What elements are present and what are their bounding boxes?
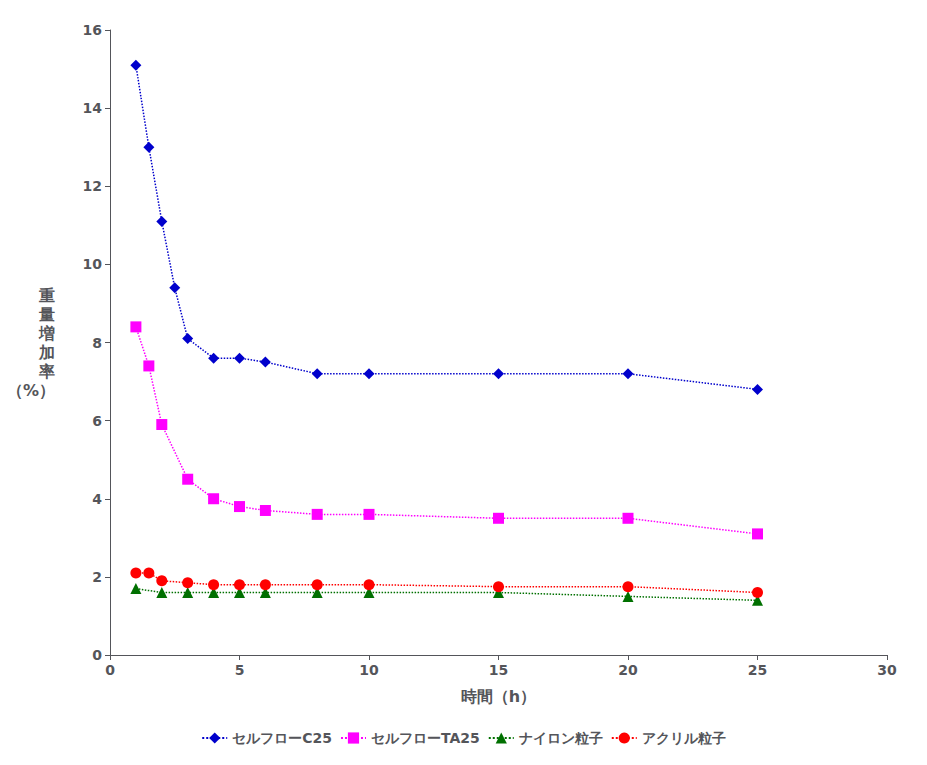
svg-text:アクリル粒子: アクリル粒子	[642, 730, 726, 746]
svg-text:セルフローTA25: セルフローTA25	[371, 730, 480, 746]
svg-text:加: 加	[38, 343, 55, 362]
svg-text:30: 30	[877, 662, 897, 678]
svg-text:0: 0	[92, 647, 102, 663]
svg-text:14: 14	[83, 100, 103, 116]
svg-text:重: 重	[38, 286, 55, 305]
svg-text:時間（h）: 時間（h）	[461, 687, 536, 706]
svg-text:6: 6	[92, 413, 102, 429]
svg-text:25: 25	[748, 662, 767, 678]
svg-text:16: 16	[83, 22, 102, 38]
svg-text:4: 4	[92, 491, 102, 507]
svg-text:12: 12	[83, 178, 102, 194]
svg-text:10: 10	[359, 662, 379, 678]
svg-text:ナイロン粒子: ナイロン粒子	[519, 730, 603, 746]
svg-text:5: 5	[235, 662, 245, 678]
svg-text:増: 増	[38, 324, 55, 343]
svg-text:20: 20	[618, 662, 638, 678]
svg-text:率: 率	[38, 362, 55, 381]
svg-text:0: 0	[105, 662, 115, 678]
svg-text:8: 8	[92, 335, 102, 351]
svg-text:2: 2	[92, 569, 102, 585]
svg-text:セルフローC25: セルフローC25	[232, 730, 332, 746]
svg-text:15: 15	[489, 662, 508, 678]
svg-text:10: 10	[83, 256, 103, 272]
svg-text:量: 量	[38, 305, 55, 324]
svg-text:（%）: （%）	[7, 381, 55, 400]
